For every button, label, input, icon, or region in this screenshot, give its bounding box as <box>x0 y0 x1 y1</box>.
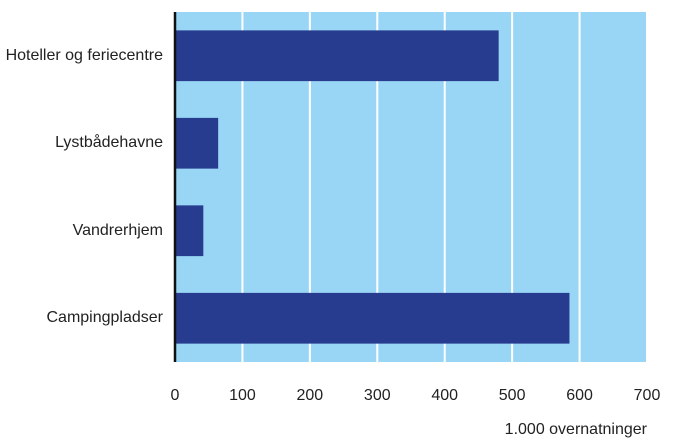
bar <box>175 205 204 257</box>
x-tick-label: 300 <box>364 387 391 404</box>
x-tick-label: 500 <box>499 387 526 404</box>
x-tick-label: 600 <box>566 387 593 404</box>
bar <box>175 292 570 344</box>
x-tick-label: 400 <box>431 387 458 404</box>
y-tick-label: Hoteller og feriecentre <box>5 46 163 64</box>
x-tick-label: 100 <box>229 387 256 404</box>
y-tick-label: Lystbådehavne <box>55 134 163 152</box>
y-tick-label: Vandrerhjem <box>72 221 163 239</box>
x-tick-label: 200 <box>297 387 324 404</box>
x-axis-label: 1.000 overnatninger <box>505 421 648 438</box>
y-tick-label: Campingpladser <box>46 309 163 327</box>
bar <box>175 117 219 169</box>
x-tick-label: 0 <box>171 387 180 404</box>
x-tick-label: 700 <box>634 387 661 404</box>
bar <box>175 30 499 82</box>
